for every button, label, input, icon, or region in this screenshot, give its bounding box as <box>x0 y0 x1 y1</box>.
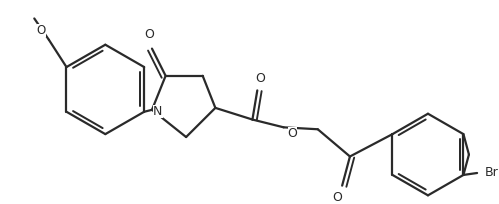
Text: O: O <box>255 72 265 85</box>
Text: Br: Br <box>485 165 499 178</box>
Text: O: O <box>37 24 46 37</box>
Text: O: O <box>144 29 154 41</box>
Text: O: O <box>332 191 342 204</box>
Text: N: N <box>153 105 163 118</box>
Text: O: O <box>287 127 297 140</box>
